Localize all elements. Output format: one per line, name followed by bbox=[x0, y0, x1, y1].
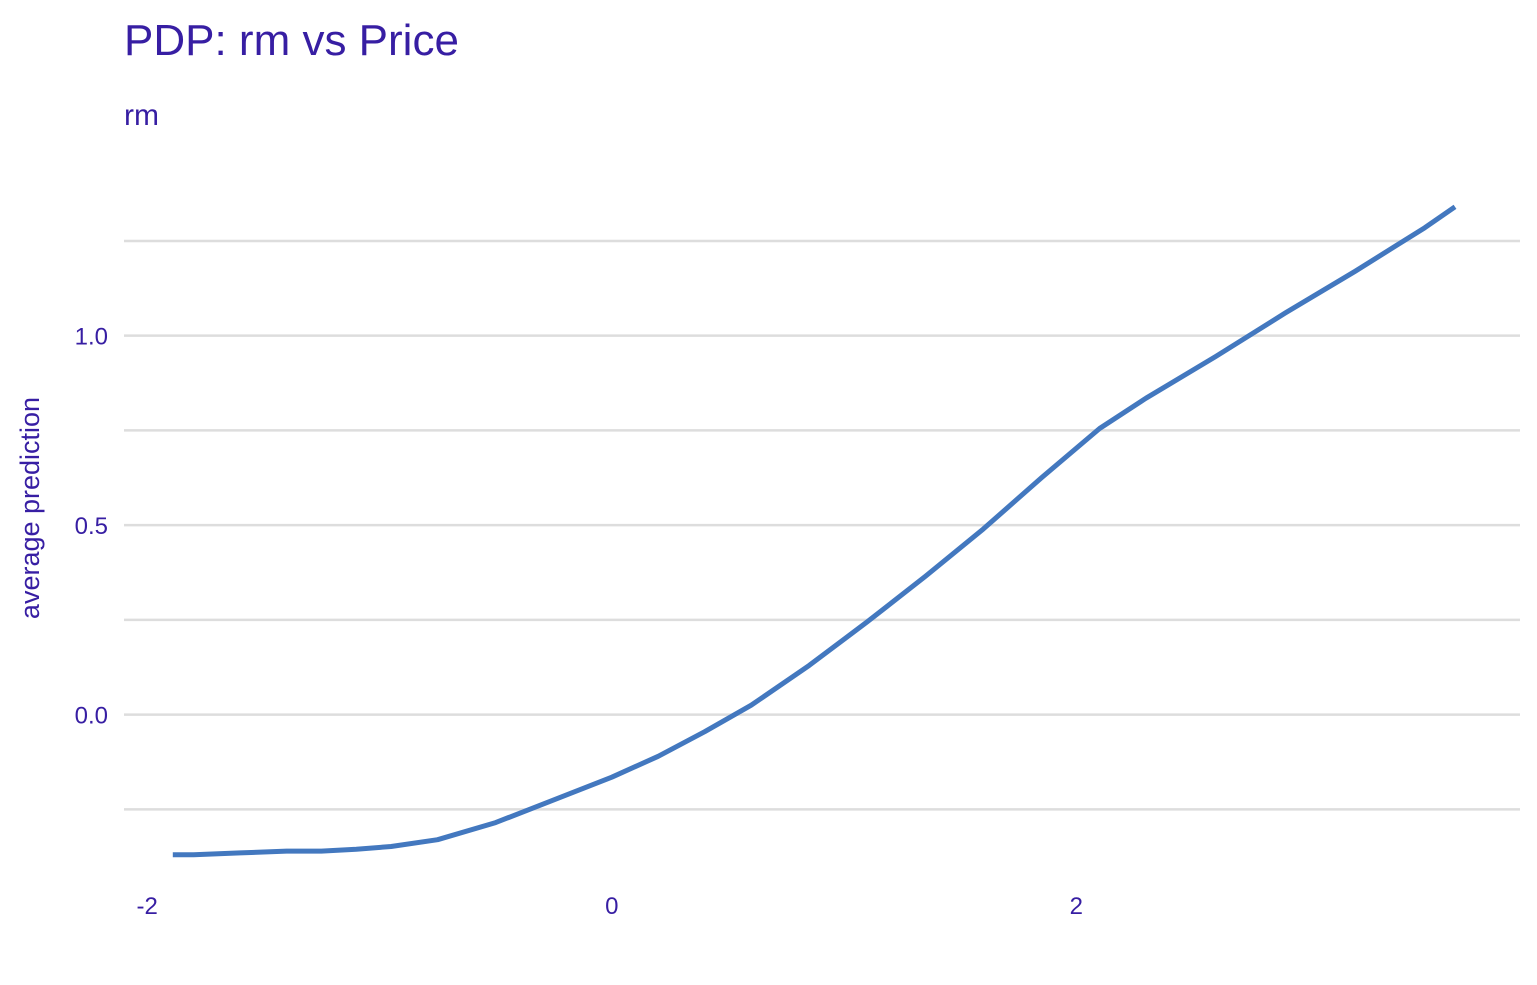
x-tick-label: -2 bbox=[137, 893, 158, 920]
tick-labels: 0.0 0.5 1.0 -2 0 2 bbox=[75, 324, 1083, 920]
x-tick-label: 2 bbox=[1070, 893, 1083, 920]
series-layer bbox=[172, 204, 1457, 858]
chart-title: PDP: rm vs Price bbox=[124, 16, 459, 65]
y-axis-title: average prediction bbox=[15, 397, 45, 619]
y-tick-label: 0.0 bbox=[75, 703, 108, 730]
grid-lines bbox=[124, 239, 1520, 811]
y-tick-label: 0.5 bbox=[75, 513, 108, 540]
y-tick-label: 1.0 bbox=[75, 324, 108, 351]
chart-subtitle: rm bbox=[124, 99, 159, 132]
pdp-series-line bbox=[172, 204, 1457, 858]
x-tick-label: 0 bbox=[605, 893, 618, 920]
